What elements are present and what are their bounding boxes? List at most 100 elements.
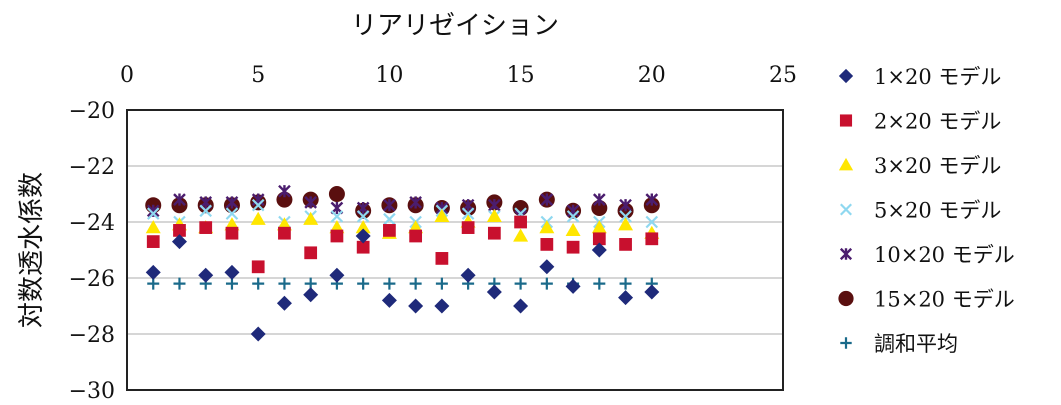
point-s4-5	[251, 193, 265, 206]
point-s1-19	[619, 238, 632, 251]
point-s0-8	[329, 267, 345, 283]
point-s0-6	[276, 295, 292, 311]
point-s0-16	[539, 259, 555, 275]
series-5	[145, 186, 660, 219]
legend-label: 5×20 モデル	[874, 199, 1001, 223]
point-s0-10	[381, 292, 397, 308]
point-s4-10	[383, 198, 396, 212]
point-s3-17	[566, 210, 580, 223]
point-s0-9	[355, 228, 371, 244]
legend-label: 2×20 モデル	[874, 110, 1001, 134]
point-s1-17	[566, 240, 580, 254]
point-s0-3	[198, 267, 214, 283]
point-s0-5	[250, 326, 266, 342]
point-s6-9	[357, 277, 370, 290]
x-tick-label: 0	[120, 63, 134, 88]
y-tick-label: −28	[69, 323, 115, 348]
legend-marker	[840, 337, 852, 349]
point-s3-20	[645, 215, 659, 229]
point-s2-17	[565, 222, 581, 237]
point-s4-17	[566, 204, 580, 218]
point-s0-12	[434, 298, 450, 314]
point-s1-6	[278, 226, 291, 240]
point-s1-5	[251, 260, 265, 274]
point-s3-1	[146, 207, 160, 220]
point-s0-13	[460, 267, 476, 283]
legend-item: 5×20 モデル	[839, 199, 1001, 223]
legend-label: 調和平均	[874, 332, 958, 356]
point-s2-16	[539, 220, 555, 234]
point-s4-18	[592, 193, 606, 206]
point-s6-5	[252, 277, 265, 290]
legend-marker	[838, 68, 854, 84]
series-6	[147, 277, 658, 290]
x-tick-label: 15	[507, 63, 535, 88]
point-s0-17	[565, 278, 581, 294]
point-s2-19	[618, 217, 634, 231]
gridlines	[127, 165, 783, 335]
point-s0-2	[171, 234, 187, 250]
y-axis-title: 対数透水係数	[17, 172, 47, 328]
series-2	[145, 208, 660, 242]
point-s0-4	[224, 264, 240, 280]
y-tick-labels: −20 −22 −24 −26 −28 −30	[69, 99, 115, 404]
point-s1-14	[487, 226, 501, 240]
point-s0-20	[644, 284, 660, 300]
point-s3-19	[619, 210, 632, 223]
point-s1-13	[461, 221, 475, 234]
point-s6-2	[173, 277, 186, 290]
point-s3-5	[251, 198, 265, 212]
point-s2-1	[145, 220, 161, 234]
legend-item: 1×20 モデル	[838, 65, 1001, 89]
legend-item: 15×20 モデル	[838, 288, 1015, 312]
legend-marker	[839, 114, 853, 127]
legend-item: 2×20 モデル	[839, 110, 1001, 134]
point-s4-6	[278, 184, 291, 198]
point-s2-18	[591, 220, 607, 234]
data-points	[145, 184, 660, 342]
point-s2-9	[355, 220, 371, 234]
point-s1-18	[592, 232, 606, 246]
point-s1-16	[540, 238, 554, 251]
point-s6-16	[540, 277, 553, 290]
point-s4-4	[225, 196, 239, 209]
point-s1-1	[146, 235, 160, 248]
point-s4-11	[409, 196, 422, 209]
point-s0-19	[618, 290, 634, 306]
point-s3-10	[383, 212, 396, 226]
legend-marker	[838, 290, 854, 307]
point-s4-16	[540, 193, 554, 206]
point-s6-11	[409, 277, 422, 290]
plot-area	[126, 109, 784, 391]
y-tick-label: −26	[69, 267, 115, 292]
point-s3-9	[356, 210, 370, 223]
legend-label: 3×20 モデル	[874, 154, 1001, 178]
point-s6-10	[383, 277, 396, 290]
legend-item: 調和平均	[840, 332, 958, 356]
point-s6-18	[593, 277, 606, 290]
point-s1-3	[199, 221, 213, 234]
point-s1-7	[304, 246, 318, 260]
x-tick-label: 25	[769, 63, 797, 88]
point-s0-1	[145, 264, 161, 280]
x-axis-title: リアリゼイション	[351, 11, 559, 41]
point-s4-2	[173, 193, 186, 206]
x-tick-label: 10	[375, 63, 403, 88]
legend-marker	[839, 203, 853, 216]
series-1	[146, 215, 659, 274]
x-tick-label: 5	[251, 63, 265, 88]
point-s1-12	[435, 252, 449, 265]
legend-item: 10×20 モデル	[839, 243, 1015, 267]
legend-marker	[838, 157, 854, 171]
series-4	[146, 184, 659, 223]
point-s2-5	[250, 211, 266, 225]
point-s1-10	[383, 224, 396, 237]
point-s3-4	[225, 207, 239, 220]
point-s1-8	[330, 229, 344, 243]
legend-label: 1×20 モデル	[874, 65, 1001, 89]
legend-item: 3×20 モデル	[838, 154, 1001, 178]
point-s3-13	[461, 207, 475, 220]
point-s6-19	[619, 277, 632, 290]
legend: 1×20 モデル 2×20 モデル 3×20 モデル 5×20 モデル 10×20 モデ…	[838, 65, 1015, 356]
